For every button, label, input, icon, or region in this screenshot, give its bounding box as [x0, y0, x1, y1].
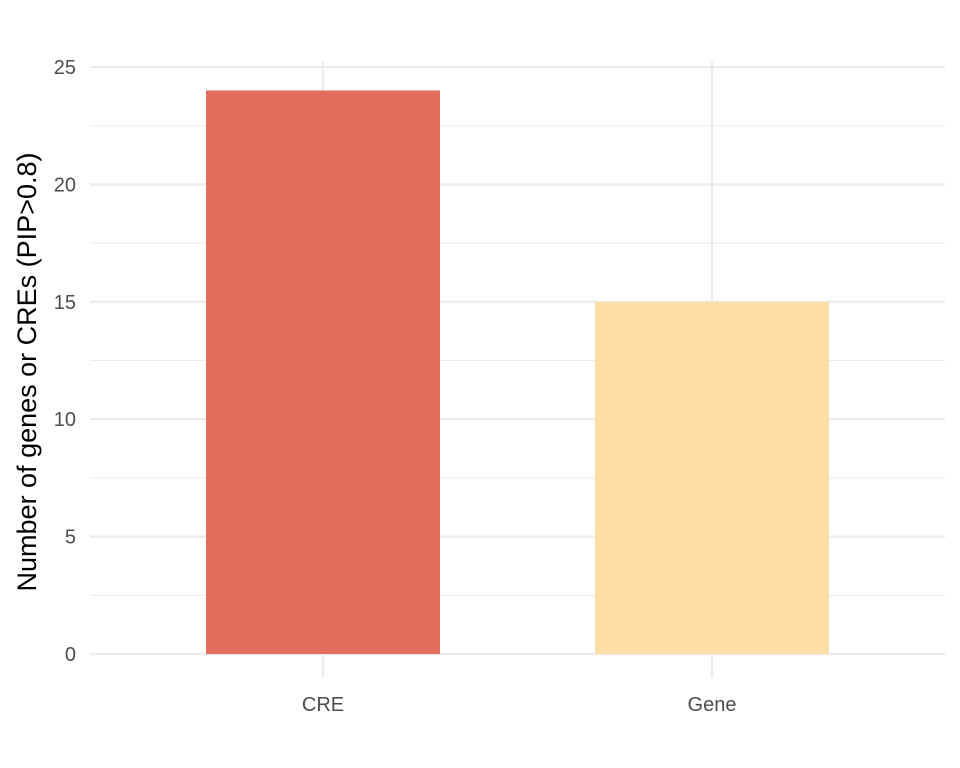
bars: [206, 90, 829, 655]
y-tick-label: 5: [65, 527, 76, 549]
bar-cre: [206, 90, 440, 655]
y-tick-label: 25: [54, 57, 76, 79]
x-tick-labels: CRE Gene: [302, 694, 737, 716]
y-tick-label: 10: [54, 409, 76, 431]
x-tick-label: Gene: [688, 694, 737, 716]
y-axis-title: Number of genes or CREs (PIP>0.8): [12, 153, 42, 592]
y-tick-labels: 0 5 10 15 20 25: [54, 57, 76, 666]
y-tick-label: 0: [65, 644, 76, 666]
y-tick-label: 15: [54, 292, 76, 314]
bar-gene: [595, 301, 829, 654]
x-tick-label: CRE: [302, 694, 344, 716]
y-tick-label: 20: [54, 174, 76, 196]
